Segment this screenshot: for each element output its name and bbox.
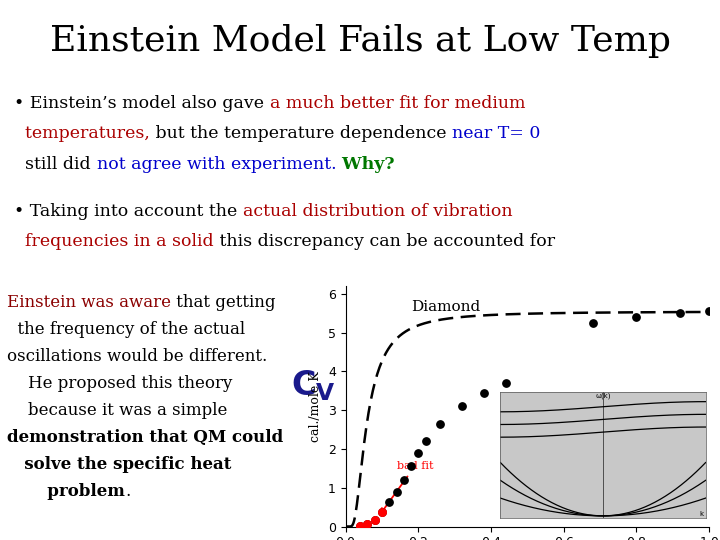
- Point: [369, 515, 380, 524]
- Text: • Einstein’s model also gave: • Einstein’s model also gave: [14, 94, 270, 111]
- Text: demonstration that QM could: demonstration that QM could: [7, 429, 284, 446]
- Point: [631, 313, 642, 321]
- Point: [500, 379, 511, 387]
- Point: [456, 402, 468, 410]
- Text: not agree with experiment.: not agree with experiment.: [96, 156, 336, 172]
- Text: still did: still did: [14, 156, 96, 172]
- Text: problem: problem: [7, 483, 125, 500]
- Text: ω(k): ω(k): [595, 393, 611, 399]
- Point: [361, 520, 373, 529]
- Text: actual distribution of vibration: actual distribution of vibration: [243, 202, 513, 219]
- Text: $\mathbf{C_V}$: $\mathbf{C_V}$: [291, 369, 336, 403]
- Point: [376, 508, 387, 516]
- Point: [434, 420, 446, 428]
- Text: this discrepancy can be accounted for: this discrepancy can be accounted for: [214, 233, 555, 250]
- Point: [587, 319, 598, 327]
- Point: [354, 522, 366, 530]
- Text: .: .: [125, 483, 130, 500]
- Text: oscillations would be different.: oscillations would be different.: [7, 348, 267, 365]
- Point: [420, 437, 431, 445]
- Point: [391, 487, 402, 496]
- Point: [405, 462, 417, 471]
- Text: bad fit: bad fit: [381, 461, 433, 513]
- Point: [369, 515, 380, 524]
- Text: temperatures,: temperatures,: [14, 125, 150, 142]
- Text: Why?: Why?: [336, 156, 395, 172]
- Point: [376, 508, 387, 516]
- Text: near T= 0: near T= 0: [452, 125, 541, 142]
- Point: [478, 388, 490, 397]
- Text: because it was a simple: because it was a simple: [7, 402, 228, 419]
- Point: [398, 476, 410, 484]
- Text: frequencies in a solid: frequencies in a solid: [14, 233, 214, 250]
- Y-axis label: cal./mole K: cal./mole K: [310, 371, 323, 442]
- Text: but the temperature dependence: but the temperature dependence: [150, 125, 452, 142]
- Text: the frequency of the actual: the frequency of the actual: [7, 321, 246, 338]
- Point: [703, 307, 715, 316]
- Text: Einstein Model Fails at Low Temp: Einstein Model Fails at Low Temp: [50, 24, 670, 58]
- Text: Einstein was aware: Einstein was aware: [7, 294, 171, 311]
- Text: He proposed this theory: He proposed this theory: [7, 375, 233, 392]
- Text: solve the specific heat: solve the specific heat: [7, 456, 232, 473]
- Point: [413, 449, 424, 457]
- Text: k: k: [699, 511, 703, 517]
- Point: [354, 522, 366, 530]
- Point: [361, 520, 373, 529]
- Text: that getting: that getting: [171, 294, 276, 311]
- Point: [675, 309, 686, 318]
- Point: [384, 498, 395, 507]
- Text: Diamond: Diamond: [411, 300, 480, 314]
- Text: • Taking into account the: • Taking into account the: [14, 202, 243, 219]
- Text: a much better fit for medium: a much better fit for medium: [270, 94, 526, 111]
